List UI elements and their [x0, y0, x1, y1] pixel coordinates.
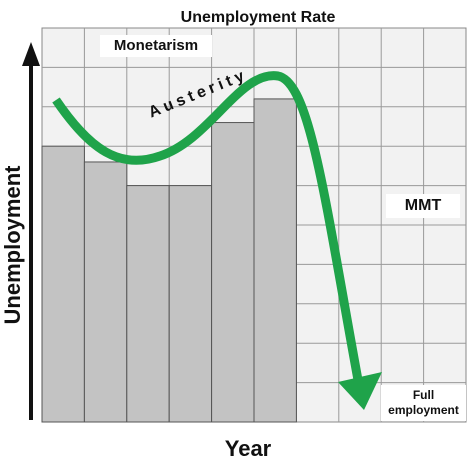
- trend-arrow: [52, 71, 363, 381]
- chart-title: Unemployment Rate: [181, 9, 336, 26]
- trend-arrowhead: [338, 372, 382, 410]
- y-axis-label: Unemployment: [0, 165, 25, 325]
- bar: [168, 185, 213, 423]
- annotation: MMT: [386, 194, 460, 218]
- bar: [253, 98, 297, 423]
- y-axis-arrowhead: [22, 42, 40, 66]
- x-axis-label: Year: [225, 436, 272, 461]
- annotation: Full employment: [381, 385, 466, 421]
- bar: [41, 145, 85, 423]
- bar: [126, 185, 170, 423]
- bar: [83, 161, 128, 423]
- bars: [41, 98, 297, 423]
- annotation: Monetarism: [100, 35, 212, 57]
- bar: [211, 122, 255, 423]
